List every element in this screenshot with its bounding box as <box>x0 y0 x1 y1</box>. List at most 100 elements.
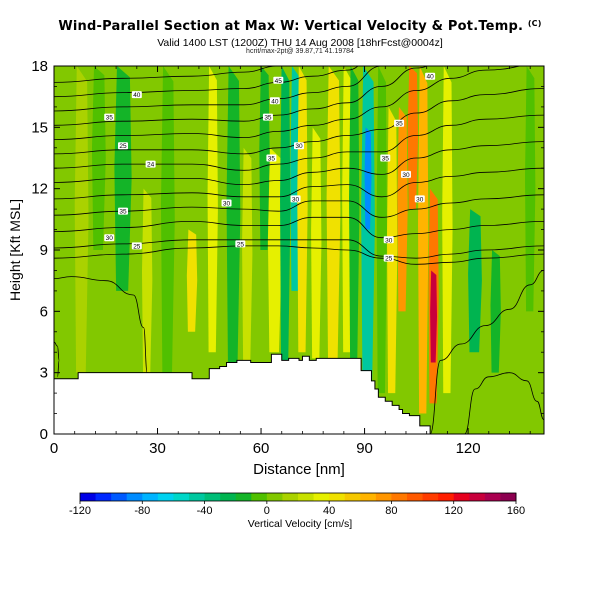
theta-contour <box>54 141 544 186</box>
contour-label: 35 <box>119 209 127 216</box>
terrain-mask <box>54 354 431 434</box>
contour-label-bg <box>118 142 129 150</box>
colorbar-swatch <box>80 493 97 501</box>
contour-label: 30 <box>292 196 300 203</box>
contour-label-bg <box>131 242 142 250</box>
colorbar-frame <box>79 492 517 502</box>
colorbar-tick-label: -40 <box>197 505 213 517</box>
contour-label-bg <box>414 195 425 203</box>
axes: 0 30 60 90 120 0 3 6 9 12 15 18 <box>31 58 544 457</box>
colorbar-swatch <box>111 493 128 501</box>
theta-contour <box>54 239 544 259</box>
velocity-feature <box>280 66 291 361</box>
y-tick-label: 12 <box>31 181 48 198</box>
theta-contour <box>54 114 544 171</box>
contour-label-bg <box>294 142 304 150</box>
colorbar-swatch <box>204 493 221 501</box>
theta-contour <box>54 66 428 126</box>
colorbar-swatch <box>282 493 299 501</box>
colorbar-swatch <box>95 493 112 501</box>
contour-label: 35 <box>106 115 114 122</box>
contour-label-bg <box>394 119 405 127</box>
y-tick-label: 18 <box>31 58 48 75</box>
colorbar-swatch <box>298 493 315 501</box>
velocity-feature <box>430 270 438 363</box>
chart-subtitle: Valid 1400 LST (1200Z) THU 14 Aug 2008 [… <box>157 37 443 49</box>
contour-label-bg <box>118 207 129 215</box>
velocity-feature <box>364 127 372 230</box>
colorbar-swatch <box>173 493 190 501</box>
velocity-feature <box>186 229 198 332</box>
contour-label-bg <box>262 113 273 121</box>
contour-label: 30 <box>223 200 231 207</box>
velocity-feature <box>160 66 175 373</box>
contour-label-bg <box>221 199 232 207</box>
theta-contours: 40 35 25 24 35 30 25 45 40 35 30 35 30 30 25 40 35 35 30 30… <box>54 66 544 434</box>
title-tag: (C) <box>527 19 542 28</box>
velocity-feature <box>418 66 429 414</box>
theta-contour <box>54 66 385 112</box>
colorbar-swatch <box>235 493 252 501</box>
y-tick-label: 3 <box>40 365 48 382</box>
x-tick-label: 60 <box>253 440 270 457</box>
contour-label-bg <box>425 72 436 80</box>
theta-contour-low <box>54 341 60 378</box>
colorbar-tick-label: -80 <box>134 505 150 517</box>
contour-label: 30 <box>385 237 393 244</box>
colorbar-swatch <box>157 493 174 501</box>
colorbar-swatch <box>360 493 377 501</box>
colorbar-swatch <box>391 493 408 501</box>
colorbar-swatch <box>329 493 346 501</box>
theta-contour <box>54 88 544 155</box>
colorbar-swatch <box>375 493 392 501</box>
contour-label-bg <box>131 91 142 99</box>
contour-label: 30 <box>402 172 410 179</box>
theta-contour <box>54 216 544 239</box>
velocity-feature <box>259 66 270 250</box>
title-text: Wind-Parallel Section at Max W: Vertical… <box>58 19 524 34</box>
velocity-feature <box>397 106 408 312</box>
theta-contour-low <box>464 372 544 434</box>
contour-label-bg <box>380 154 391 162</box>
theta-contour <box>54 66 523 140</box>
contour-label-bg <box>383 236 394 244</box>
y-tick-label: 0 <box>40 426 48 443</box>
velocity-feature <box>490 250 501 373</box>
velocity-feature <box>386 106 398 394</box>
colorbar-tick-label: 40 <box>323 505 335 517</box>
theta-contour <box>54 167 544 200</box>
contour-label: 40 <box>427 74 435 81</box>
velocity-feature <box>267 147 282 353</box>
velocity-feature <box>326 66 341 359</box>
velocity-feature <box>207 66 218 353</box>
x-tick-label: 90 <box>356 440 373 457</box>
x-tick-label: 30 <box>149 440 166 457</box>
contour-label: 25 <box>385 256 393 263</box>
x-tick-label: 120 <box>456 440 481 457</box>
velocity-feature <box>311 127 322 359</box>
velocity-feature <box>525 66 536 312</box>
contour-label-bg <box>273 76 284 84</box>
contour-label: 25 <box>133 243 141 250</box>
velocity-feature <box>297 66 308 353</box>
colorbar-label: Vertical Velocity [cm/s] <box>248 518 353 530</box>
contour-label: 40 <box>271 98 279 105</box>
contour-label-bg <box>400 170 411 178</box>
chart-title: Wind-Parallel Section at Max W: Vertical… <box>0 19 600 34</box>
velocity-feature <box>74 66 89 373</box>
velocity-feature <box>468 209 482 353</box>
theta-contour <box>54 245 544 265</box>
contour-label: 30 <box>106 235 114 242</box>
contour-label-bg <box>104 113 115 121</box>
theta-contour <box>54 66 285 83</box>
colorbar-swatch <box>220 493 237 501</box>
contour-label: 24 <box>147 162 155 169</box>
colorbar: -120 -80 -40 0 40 80 120 160 <box>69 492 525 517</box>
velocity-feature <box>54 66 70 379</box>
colorbar-swatch <box>251 493 268 501</box>
theta-contour <box>54 66 359 98</box>
colorbar-swatch <box>266 493 283 501</box>
velocity-feature <box>91 66 106 250</box>
colorbar-swatch <box>422 493 439 501</box>
